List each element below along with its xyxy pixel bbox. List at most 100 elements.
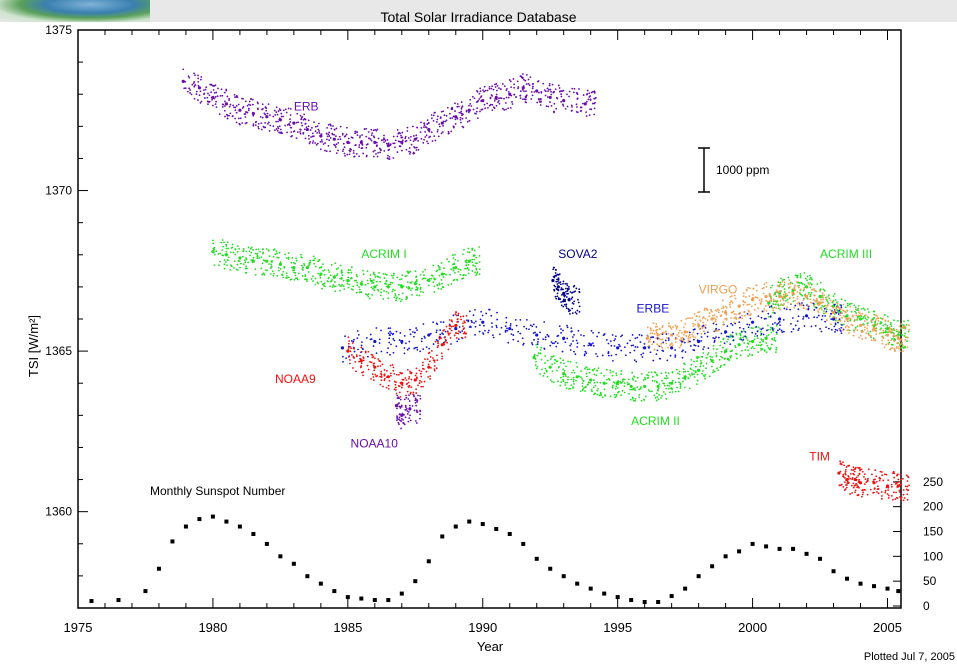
data-point-texture	[423, 126, 425, 129]
data-point-texture	[852, 329, 855, 332]
data-point-texture	[813, 294, 815, 297]
sunspot-point	[386, 598, 391, 603]
data-point-texture	[566, 284, 569, 287]
data-point-texture	[301, 267, 304, 270]
sunspot-point	[116, 598, 121, 603]
data-point-texture	[703, 375, 706, 378]
data-point-texture	[428, 278, 431, 280]
data-point-texture	[764, 305, 767, 307]
data-point-texture	[246, 267, 248, 270]
data-point-texture	[212, 239, 214, 242]
data-point-texture	[311, 132, 314, 135]
data-point-texture	[475, 101, 478, 104]
data-point-texture	[566, 326, 569, 329]
data-point-texture	[540, 346, 543, 349]
data-point-texture	[747, 343, 750, 345]
data-point-texture	[720, 332, 723, 335]
data-point-texture	[532, 332, 535, 334]
data-point-texture	[836, 309, 839, 312]
data-point-texture	[569, 349, 572, 351]
data-point-texture	[609, 395, 612, 398]
data-point-texture	[191, 83, 194, 86]
data-point-texture	[834, 303, 836, 306]
data-point-texture	[754, 303, 757, 306]
data-point-texture	[681, 336, 684, 339]
data-point-texture	[714, 318, 717, 321]
data-point-texture	[609, 340, 612, 343]
data-point-texture	[858, 312, 861, 315]
data-point-texture	[454, 123, 457, 125]
data-point-texture	[742, 295, 745, 298]
data-point-texture	[316, 131, 319, 134]
data-point-texture	[865, 337, 867, 339]
data-point-texture	[416, 411, 419, 413]
data-point-texture	[338, 135, 341, 138]
data-point-texture	[564, 298, 567, 301]
data-point-texture	[563, 303, 566, 306]
data-point-texture	[689, 317, 692, 320]
data-point-texture	[407, 377, 410, 380]
data-point-texture	[844, 326, 847, 329]
data-point-texture	[429, 375, 431, 378]
data-point-texture	[394, 139, 397, 142]
data-point-texture	[796, 276, 799, 279]
data-point-texture	[296, 112, 299, 115]
data-point-texture	[803, 297, 805, 300]
data-point-texture	[447, 331, 449, 333]
data-point-texture	[794, 299, 796, 302]
data-point-texture	[442, 321, 445, 324]
data-point-texture	[310, 278, 313, 280]
data-point-texture	[525, 327, 528, 330]
data-point-texture	[626, 381, 629, 384]
data-point-texture	[842, 303, 845, 306]
data-point	[764, 294, 768, 299]
data-point-texture	[378, 359, 381, 362]
data-point-texture	[263, 274, 266, 276]
data-point-texture	[691, 372, 693, 375]
data-point-texture	[455, 324, 458, 327]
data-point-texture	[805, 296, 808, 299]
data-point-texture	[576, 342, 579, 345]
data-point-texture	[483, 85, 486, 88]
data-point-texture	[328, 131, 331, 134]
data-point-texture	[594, 96, 597, 99]
data-point-texture	[456, 103, 459, 105]
data-point-texture	[487, 331, 490, 334]
data-point-texture	[749, 317, 752, 320]
data-point-texture	[562, 104, 565, 107]
data-point-texture	[320, 265, 323, 268]
data-point-texture	[450, 343, 452, 345]
data-point-texture	[677, 377, 680, 380]
data-point-texture	[468, 310, 471, 313]
data-point-texture	[448, 319, 451, 321]
data-point-texture	[549, 101, 551, 103]
data-point-texture	[354, 132, 357, 135]
data-point-texture	[356, 284, 359, 287]
data-point-texture	[556, 97, 559, 100]
data-point-texture	[443, 328, 446, 331]
data-point-texture	[848, 317, 850, 319]
data-point-texture	[698, 327, 701, 330]
data-point-texture	[275, 250, 278, 253]
data-point	[373, 140, 377, 144]
data-point-texture	[798, 286, 800, 289]
data-point-texture	[265, 109, 268, 112]
data-point-texture	[407, 137, 410, 139]
data-point-texture	[340, 272, 343, 274]
data-point-texture	[339, 138, 342, 141]
data-point-texture	[256, 101, 259, 104]
data-point-texture	[700, 362, 703, 364]
data-point-texture	[652, 341, 655, 343]
data-point-texture	[300, 256, 303, 259]
data-point-texture	[564, 107, 567, 110]
data-point-texture	[495, 324, 498, 327]
data-point-texture	[631, 371, 634, 374]
data-point-texture	[822, 301, 825, 304]
data-point-texture	[879, 317, 882, 320]
data-point-texture	[460, 110, 463, 113]
data-point-texture	[509, 107, 512, 109]
data-point-texture	[762, 340, 764, 343]
data-point-texture	[699, 365, 702, 368]
data-point-texture	[620, 349, 623, 352]
data-point-texture	[452, 126, 455, 129]
